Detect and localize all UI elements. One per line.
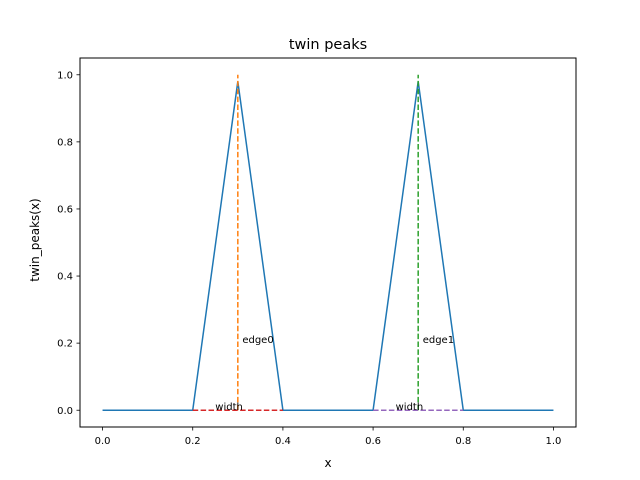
annotation-width: width: [215, 402, 243, 413]
x-tick-label: 0.8: [455, 436, 471, 447]
x-axis-label: x: [324, 456, 331, 470]
x-tick-label: 0.0: [95, 436, 111, 447]
annotation-edge0: edge0: [242, 335, 273, 346]
chart-title: twin peaks: [289, 37, 367, 53]
x-tick-label: 1.0: [546, 436, 562, 447]
annotation-width: width: [396, 402, 424, 413]
y-tick-label: 0.6: [57, 205, 73, 216]
x-tick-label: 0.2: [185, 436, 201, 447]
series-line-0: [102, 81, 554, 411]
y-tick-label: 0.4: [57, 272, 73, 283]
plot-area: 0.0 0.2 0.4 0.6 0.8 1.0 0.0 0.2 0.4 0.6 0.8 1.0 edge…: [57, 70, 561, 447]
axes-frame: [79, 57, 577, 428]
x-tick-label: 0.4: [275, 436, 291, 447]
y-tick-label: 0.0: [57, 406, 73, 417]
y-axis-label: twin_peaks(x): [28, 198, 42, 281]
y-tick-label: 0.2: [57, 339, 73, 350]
y-tick-label: 1.0: [57, 70, 73, 81]
x-tick-label: 0.6: [365, 436, 381, 447]
y-tick-label: 0.8: [57, 137, 73, 148]
annotation-edge1: edge1: [423, 335, 454, 346]
